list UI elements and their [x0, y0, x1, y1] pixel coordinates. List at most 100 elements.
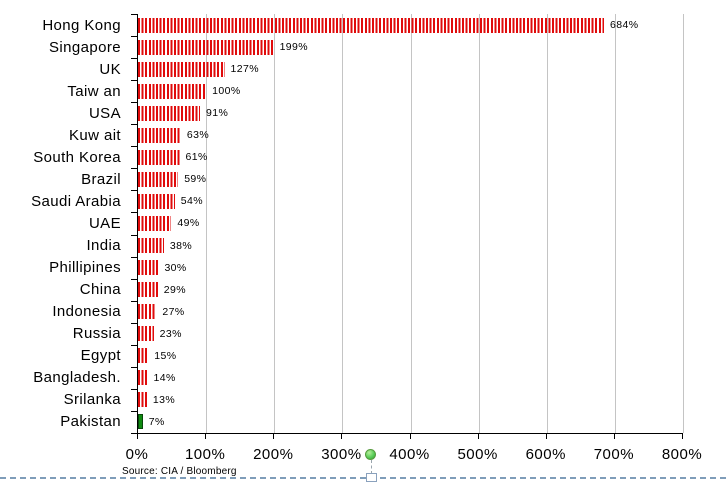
y-axis-tick: [131, 300, 137, 302]
bar-value-label: 199%: [279, 41, 309, 54]
y-axis-tick: [131, 366, 137, 368]
bar: [138, 17, 604, 33]
x-axis-tick: [682, 434, 683, 439]
bar-row: 63%: [138, 124, 683, 146]
x-axis-tick: [137, 434, 138, 439]
bar: [138, 171, 179, 187]
bar-row: 15%: [138, 345, 683, 367]
top-center-sizing-square-icon[interactable]: [366, 473, 377, 482]
bar-row: 13%: [138, 389, 683, 411]
bar-row: 27%: [138, 301, 683, 323]
x-axis-tick: [613, 434, 615, 439]
bar: [138, 282, 158, 298]
x-axis-label: 500%: [457, 446, 498, 463]
category-label: Taiw an: [67, 82, 121, 100]
bar: [138, 215, 172, 231]
rotation-stem: [371, 460, 372, 474]
bar-value-label: 49%: [177, 217, 200, 230]
bar-value-label: 14%: [153, 371, 176, 384]
category-label: Brazil: [81, 170, 121, 188]
bar-row: 23%: [138, 323, 683, 345]
y-axis-tick: [131, 146, 137, 148]
bar-value-label: 61%: [185, 151, 208, 164]
bar-value-label: 38%: [169, 239, 193, 252]
bar: [138, 149, 180, 165]
bar-row: 29%: [138, 279, 683, 301]
bar: [138, 260, 159, 276]
y-axis-tick: [131, 410, 137, 412]
bar-row: 100%: [138, 80, 683, 102]
y-axis-tick: [131, 124, 137, 126]
x-axis-label: 300%: [321, 446, 362, 463]
gridline: [342, 14, 344, 433]
bar: [138, 61, 225, 77]
gridline: [206, 14, 208, 433]
x-axis-label: 400%: [389, 446, 430, 463]
gridline: [478, 14, 480, 433]
bar-value-label: 29%: [163, 283, 186, 296]
x-axis-label: 800%: [661, 446, 703, 463]
y-axis-tick: [131, 36, 137, 38]
x-axis-tick: [273, 434, 275, 439]
bar-value-label: 91%: [205, 107, 229, 120]
y-axis-tick: [131, 58, 137, 60]
bar: [138, 304, 157, 320]
y-axis-tick: [131, 212, 137, 214]
bar-row: 49%: [138, 212, 683, 234]
bar-row: 14%: [138, 367, 683, 389]
bar-row: 30%: [138, 257, 683, 279]
category-label: Egypt: [80, 347, 121, 365]
y-axis-tick: [131, 80, 137, 82]
bar-value-label: 127%: [230, 63, 259, 76]
bar-row: 91%: [138, 102, 683, 124]
category-label: UAE: [88, 214, 121, 232]
gridline: [274, 14, 276, 433]
bar: [138, 127, 181, 143]
bar-value-label: 684%: [609, 19, 639, 32]
bar-row: 199%: [138, 36, 683, 58]
bar-value-label: 15%: [154, 349, 177, 362]
bar: [138, 105, 200, 121]
bar-value-label: 23%: [159, 327, 182, 340]
bar-row: 127%: [138, 58, 683, 80]
bar-row: 54%: [138, 190, 683, 212]
category-label: Saudi Arabia: [31, 192, 121, 210]
y-axis-tick: [131, 190, 137, 192]
bar: [138, 370, 148, 386]
x-axis-label: 100%: [184, 446, 226, 463]
y-axis-tick: [131, 278, 137, 280]
x-axis-label: 200%: [253, 446, 294, 463]
category-label: China: [79, 281, 121, 299]
gridline: [683, 14, 684, 433]
y-axis-tick: [131, 234, 137, 236]
bar: [138, 39, 274, 55]
y-axis-tick: [131, 168, 137, 170]
x-axis-tick: [545, 434, 547, 439]
bar-value-label: 27%: [162, 305, 185, 318]
category-label: South Korea: [33, 148, 121, 166]
bar-value-label: 13%: [152, 393, 176, 406]
plot-area: 684% 199% 127% 100% 91% 63% 61% 59% 54%: [137, 14, 684, 434]
bar: [138, 83, 207, 99]
category-label: Russia: [72, 325, 121, 343]
category-label: India: [86, 237, 121, 255]
green-rotation-circle-icon[interactable]: [365, 449, 376, 460]
bar: [138, 348, 149, 364]
category-label: Hong Kong: [42, 16, 121, 34]
x-axis-label: 700%: [593, 446, 635, 463]
x-axis-tick: [409, 434, 411, 439]
category-label: Phillipines: [49, 259, 121, 277]
bar: [138, 238, 164, 254]
bar-row: 684%: [138, 14, 683, 36]
bar-row: 7%: [138, 411, 683, 433]
x-axis-tick: [205, 434, 207, 439]
bar: [138, 326, 154, 342]
gridline: [614, 14, 616, 433]
bar-row: 59%: [138, 168, 683, 190]
category-label: Kuw ait: [69, 126, 121, 144]
bar: [138, 414, 143, 430]
bar-value-label: 54%: [180, 195, 203, 208]
category-label: Indonesia: [52, 303, 121, 321]
gridline: [410, 14, 412, 433]
